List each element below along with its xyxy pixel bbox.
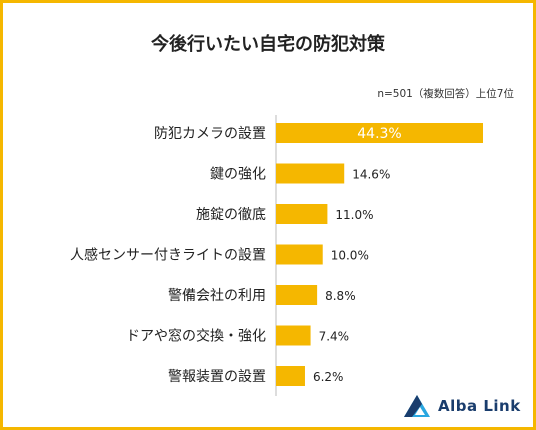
- sample-note: n=501（複数回答）上位7位: [377, 88, 514, 100]
- brand-logo: Alba Link: [402, 393, 521, 419]
- value-label: 10.0%: [331, 249, 369, 263]
- bar: [276, 325, 311, 346]
- category-label: 鍵の強化: [210, 167, 266, 183]
- category-label: ドアや窓の交換・強化: [126, 328, 266, 345]
- category-label: 施錠の徹底: [196, 207, 266, 223]
- chart-title: 今後行いたい自宅の防犯対策: [151, 34, 385, 55]
- bar: [276, 123, 483, 143]
- value-label: 44.3%: [357, 126, 401, 142]
- bar: [276, 244, 323, 265]
- bar: [276, 204, 328, 224]
- category-label: 警報装置の設置: [168, 369, 266, 385]
- bar: [276, 163, 345, 184]
- value-label: 8.8%: [325, 289, 356, 303]
- category-label: 警備会社の利用: [168, 288, 266, 304]
- value-label: 14.6%: [352, 168, 390, 182]
- value-label: 6.2%: [313, 370, 344, 384]
- value-label: 7.4%: [319, 330, 350, 344]
- bar: [276, 366, 305, 386]
- brand-name: Alba Link: [438, 397, 521, 415]
- triangle-logo-icon: [404, 395, 430, 417]
- category-label: 防犯カメラの設置: [154, 126, 266, 142]
- category-label: 人感センサー付きライトの設置: [70, 247, 266, 264]
- value-label: 11.0%: [335, 208, 373, 222]
- bar: [276, 285, 318, 305]
